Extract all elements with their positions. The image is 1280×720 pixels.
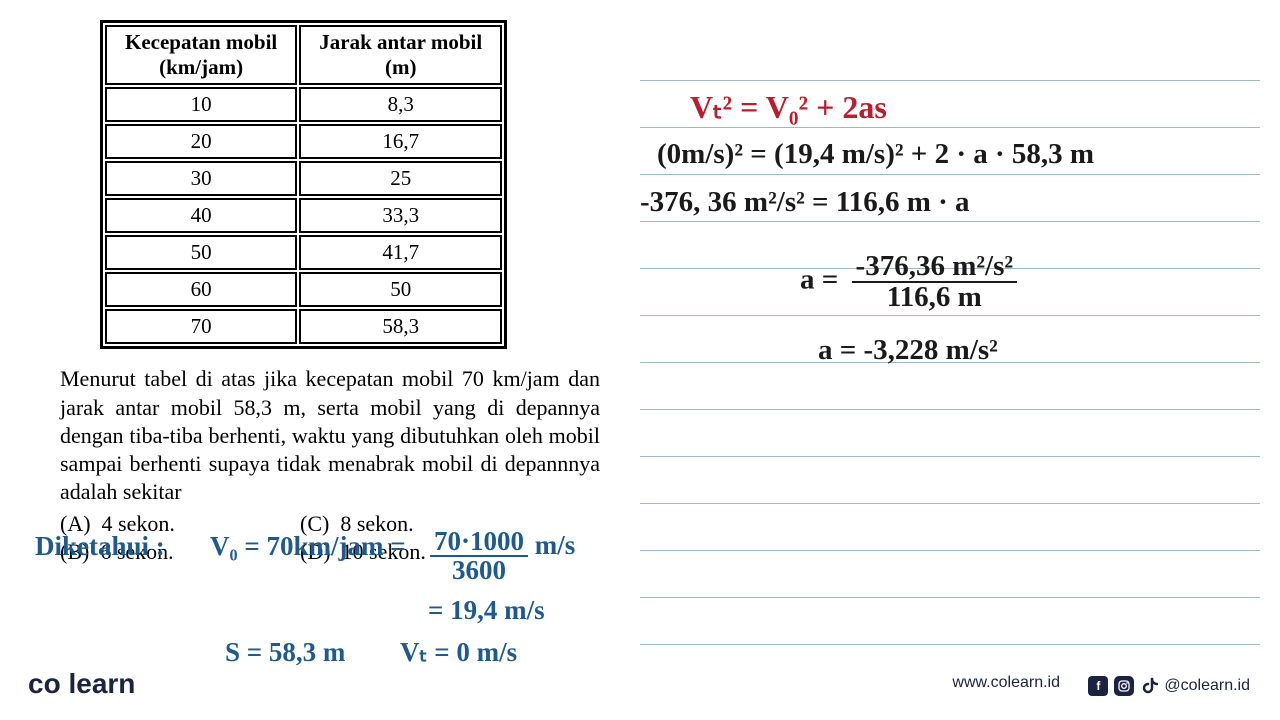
diketahui-label: Diketahui : <box>35 530 165 564</box>
table-row: 2016,7 <box>105 124 502 159</box>
table-row: 6050 <box>105 272 502 307</box>
table-row: 4033,3 <box>105 198 502 233</box>
work-line-5: a = -3,228 m/s² <box>818 334 998 367</box>
frac-den: 3600 <box>430 557 528 584</box>
header-dist-line1: Jarak antar mobil <box>319 30 482 54</box>
social-handle: @colearn.id <box>1164 677 1250 695</box>
cell-distance: 25 <box>299 161 502 196</box>
instagram-icon <box>1114 676 1134 696</box>
website-url: www.colearn.id <box>952 674 1060 692</box>
colearn-logo: co learn <box>28 668 135 700</box>
table-header-speed: Kecepatan mobil (km/jam) <box>105 25 297 85</box>
work-line-4: a = -376,36 m²/s² 116,6 m <box>800 252 1017 312</box>
table-row: 5041,7 <box>105 235 502 270</box>
header-speed-line2: (km/jam) <box>159 55 243 79</box>
frac-num: 70·1000 <box>430 528 528 557</box>
logo-co: co <box>28 668 61 699</box>
cell-speed: 40 <box>105 198 297 233</box>
v0-result: = 19,4 m/s <box>428 594 545 628</box>
table-row: 108,3 <box>105 87 502 122</box>
cell-speed: 30 <box>105 161 297 196</box>
tiktok-icon <box>1140 677 1158 695</box>
table-row: 3025 <box>105 161 502 196</box>
cell-speed: 50 <box>105 235 297 270</box>
cell-speed: 20 <box>105 124 297 159</box>
question-text: Menurut tabel di atas jika kecepatan mob… <box>60 365 600 506</box>
header-speed-line1: Kecepatan mobil <box>125 30 277 54</box>
v0-equation: V₀ = 70km/jam = <box>210 530 406 564</box>
table-row: 7058,3 <box>105 309 502 344</box>
cell-distance: 41,7 <box>299 235 502 270</box>
social-links: f @colearn.id <box>1088 676 1250 696</box>
cell-speed: 10 <box>105 87 297 122</box>
a-equals: a = <box>800 264 838 296</box>
left-panel: Kecepatan mobil (km/jam) Jarak antar mob… <box>60 20 600 565</box>
cell-distance: 16,7 <box>299 124 502 159</box>
kinematic-formula: Vₜ² = V₀² + 2as <box>690 88 887 126</box>
cell-distance: 33,3 <box>299 198 502 233</box>
a-frac-num: -376,36 m²/s² <box>852 252 1018 283</box>
cell-distance: 8,3 <box>299 87 502 122</box>
work-line-2: (0m/s)² = (19,4 m/s)² + 2 · a · 58,3 m <box>657 138 1094 171</box>
logo-learn: learn <box>68 668 135 699</box>
cell-distance: 58,3 <box>299 309 502 344</box>
frac-unit: m/s <box>535 530 576 560</box>
header-dist-line2: (m) <box>385 55 416 79</box>
facebook-icon: f <box>1088 676 1108 696</box>
cell-distance: 50 <box>299 272 502 307</box>
cell-speed: 70 <box>105 309 297 344</box>
speed-distance-table: Kecepatan mobil (km/jam) Jarak antar mob… <box>100 20 507 349</box>
cell-speed: 60 <box>105 272 297 307</box>
table-header-distance: Jarak antar mobil (m) <box>299 25 502 85</box>
v0-fraction: 70·1000 3600 m/s <box>430 528 575 584</box>
footer: co learn www.colearn.id f @colearn.id <box>0 660 1280 700</box>
a-frac-den: 116,6 m <box>852 283 1018 312</box>
work-line-3: -376, 36 m²/s² = 116,6 m · a <box>640 186 970 219</box>
